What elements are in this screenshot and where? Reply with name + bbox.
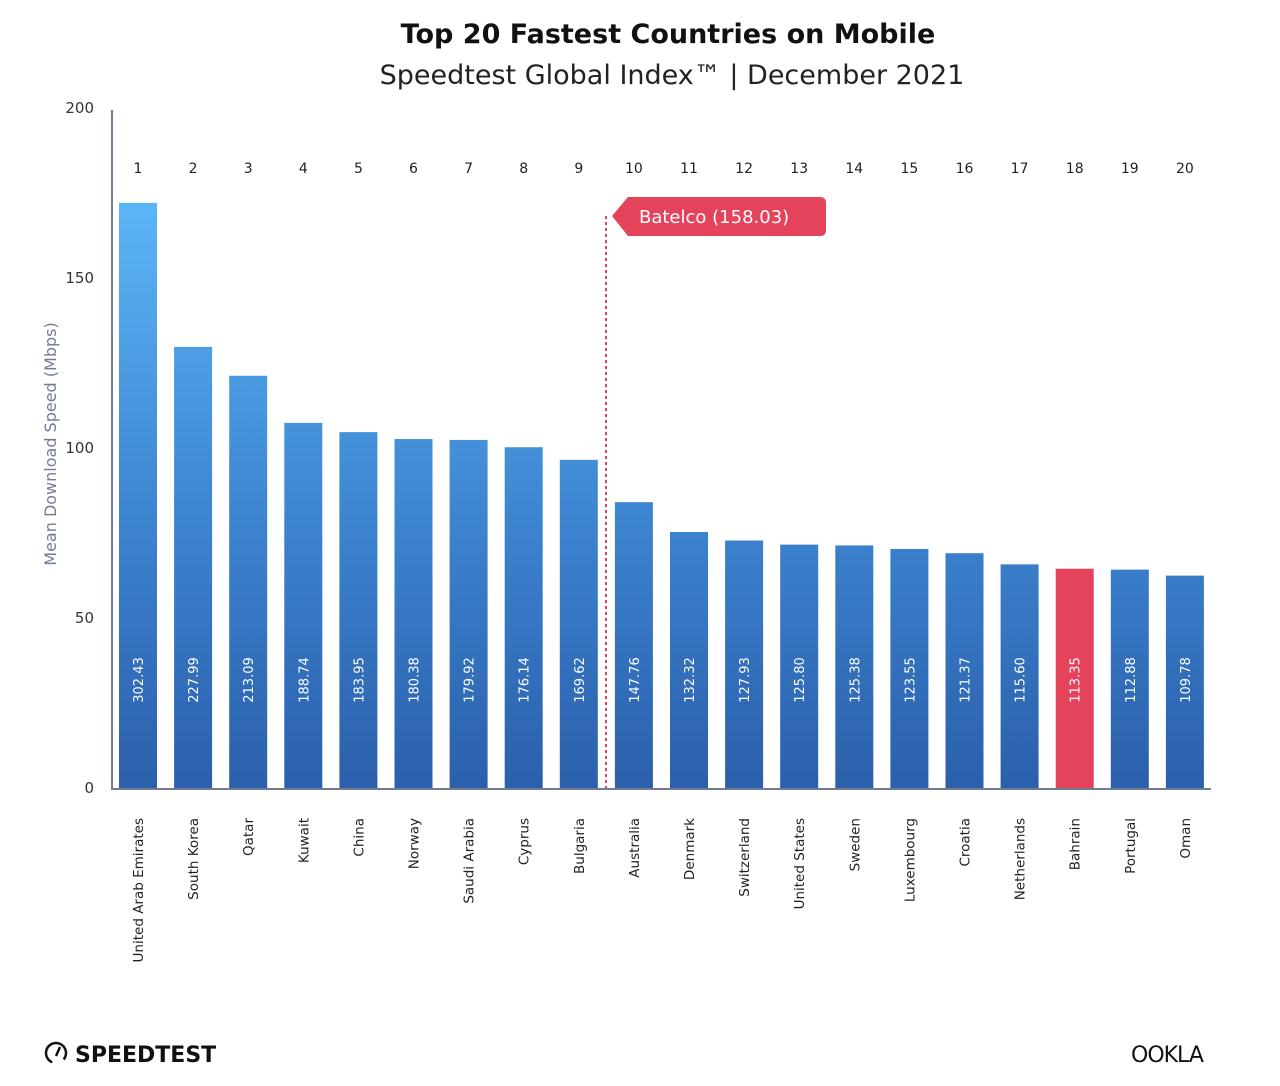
value-label: 180.38 (408, 657, 423, 703)
batelco-callout-label: Batelco (158.03) (639, 207, 789, 228)
category-label: Luxembourg (902, 818, 918, 902)
bar-norway (394, 439, 433, 788)
value-label: 132.32 (683, 657, 698, 703)
y-axis-label: Mean Download Speed (Mbps) (41, 322, 60, 565)
speedtest-wordmark: SPEEDTEST (75, 1043, 216, 1068)
bar-united-arab-emirates (119, 202, 157, 788)
category-label: United States (792, 818, 808, 909)
y-tick-label: 100 (65, 439, 94, 457)
value-label: 179.92 (463, 657, 478, 703)
rank-label: 1 (134, 161, 143, 177)
value-label: 109.78 (1179, 657, 1194, 703)
rank-label: 8 (519, 161, 528, 177)
value-label: 127.93 (738, 657, 753, 703)
rank-label: 2 (189, 161, 198, 177)
category-label: China (351, 818, 367, 857)
y-tick-label: 200 (65, 99, 94, 117)
rank-label: 15 (900, 161, 918, 177)
bar-bahrain (1055, 568, 1094, 788)
value-label: 213.09 (242, 657, 257, 703)
y-tick-label: 0 (84, 779, 94, 797)
category-label: Kuwait (296, 818, 312, 863)
category-label: United Arab Emirates (131, 818, 147, 962)
rank-label: 3 (244, 161, 253, 177)
category-label: Croatia (958, 818, 974, 867)
bar-denmark (670, 532, 708, 788)
value-label: 113.35 (1069, 657, 1084, 703)
chart-subtitle: Speedtest Global Index™ | December 2021 (380, 60, 965, 91)
y-tick-label: 50 (75, 609, 94, 627)
value-label: 125.80 (793, 657, 808, 703)
category-label: Norway (407, 818, 423, 869)
category-label: Sweden (847, 818, 863, 871)
bar-luxembourg (890, 548, 929, 788)
y-tick-label: 150 (65, 269, 94, 287)
bar-kuwait (284, 422, 323, 788)
value-label: 188.74 (297, 657, 312, 703)
bar-croatia (945, 553, 984, 788)
rank-label: 10 (625, 161, 643, 177)
value-label: 183.95 (352, 657, 367, 703)
rank-label: 16 (956, 161, 974, 177)
value-label: 169.62 (573, 657, 588, 703)
speedtest-logo: SPEEDTEST (44, 1041, 216, 1068)
bar-sweden (835, 545, 874, 788)
chart-title: Top 20 Fastest Countries on Mobile (401, 19, 936, 50)
rank-label: 14 (845, 161, 863, 177)
value-label: 115.60 (1014, 657, 1029, 703)
category-label: Qatar (241, 818, 257, 856)
bar-saudi-arabia (449, 439, 488, 788)
rank-label: 12 (735, 161, 753, 177)
rank-label: 18 (1066, 161, 1084, 177)
rank-label: 9 (574, 161, 583, 177)
category-label: Switzerland (737, 818, 753, 897)
category-label: Netherlands (1013, 818, 1029, 900)
category-label: Portugal (1123, 818, 1139, 874)
bar-china (339, 432, 378, 788)
bar-south-korea (174, 346, 213, 788)
bar-switzerland (725, 540, 764, 788)
rank-label: 19 (1121, 161, 1139, 177)
category-label: Oman (1178, 818, 1194, 859)
bar-netherlands (1000, 564, 1039, 788)
value-label: 302.43 (132, 657, 147, 703)
rank-label: 20 (1176, 161, 1194, 177)
batelco-callout (612, 197, 826, 236)
value-label: 121.37 (959, 657, 974, 703)
rank-label: 4 (299, 161, 308, 177)
category-label: Bahrain (1068, 818, 1084, 870)
category-label: Saudi Arabia (462, 818, 478, 904)
value-label: 112.88 (1124, 657, 1139, 703)
ookla-logo: OOKLA (1131, 1043, 1204, 1068)
category-label: Cyprus (517, 818, 533, 865)
bar-qatar (229, 375, 268, 788)
value-label: 176.14 (518, 657, 533, 703)
rank-label: 13 (790, 161, 808, 177)
category-label: Denmark (682, 818, 698, 880)
bar-australia (614, 502, 653, 788)
bar-bulgaria (559, 459, 598, 788)
value-label: 147.76 (628, 657, 643, 703)
category-label: Australia (627, 818, 643, 878)
rank-label: 17 (1011, 161, 1029, 177)
rank-label: 5 (354, 161, 363, 177)
rank-label: 6 (409, 161, 418, 177)
bar-cyprus (504, 447, 543, 788)
bar-portugal (1110, 569, 1149, 788)
rank-label: 7 (464, 161, 473, 177)
bar-united-states (780, 544, 819, 788)
value-label: 123.55 (903, 657, 918, 703)
bar-oman (1165, 575, 1204, 788)
speedometer-icon (44, 1041, 68, 1065)
value-label: 227.99 (187, 657, 202, 703)
category-label: Bulgaria (572, 818, 588, 874)
rank-label: 11 (680, 161, 698, 177)
value-label: 125.38 (848, 657, 863, 703)
category-label: South Korea (186, 818, 202, 900)
